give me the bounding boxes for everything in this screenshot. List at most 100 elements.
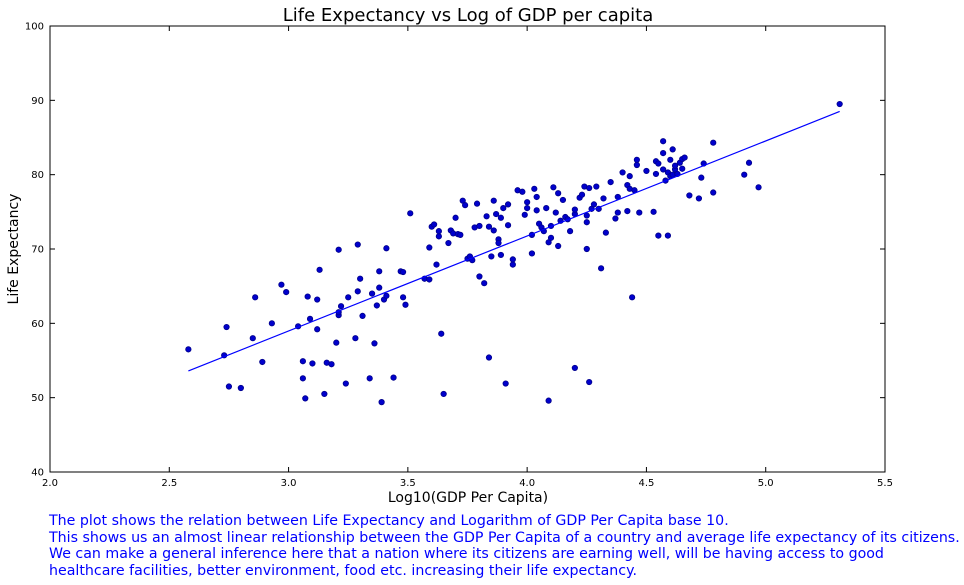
scatter-point	[636, 209, 643, 216]
scatter-point	[571, 206, 578, 213]
scatter-point	[354, 288, 361, 295]
scatter-point	[533, 207, 540, 214]
scatter-point	[524, 199, 531, 206]
scatter-point	[586, 378, 593, 386]
scatter-point	[309, 360, 316, 367]
scatter-point	[440, 390, 447, 398]
scatter-point	[597, 265, 605, 272]
scatter-point	[452, 214, 459, 221]
scatter-point	[555, 242, 562, 250]
y-tick-label: 60	[31, 319, 44, 330]
scatter-point	[497, 251, 504, 259]
scatter-point	[368, 290, 376, 297]
scatter-point	[383, 292, 390, 299]
y-axis-ticks: 40 50 60 70 80 90 100	[25, 22, 885, 479]
scatter-point	[321, 390, 328, 398]
x-tick-label: 5.5	[877, 478, 893, 489]
scatter-point	[543, 205, 550, 212]
scatter-point	[590, 201, 598, 208]
scatter-point	[660, 166, 667, 173]
x-tick-label: 4.5	[638, 478, 654, 489]
scatter-point	[473, 200, 481, 207]
scatter-point	[524, 205, 531, 212]
scatter-point	[359, 312, 366, 319]
scatter-point	[306, 315, 314, 322]
scatter-point	[509, 256, 516, 263]
scatter-point	[299, 358, 306, 365]
scatter-point	[671, 162, 679, 169]
scatter-point	[629, 294, 636, 301]
scatter-point	[502, 380, 509, 387]
scatter-point	[278, 281, 285, 288]
scatter-point	[457, 231, 464, 238]
scatter-point	[445, 239, 452, 247]
scatter-point	[679, 165, 686, 172]
scatter-point	[614, 209, 621, 216]
scatter-point	[583, 219, 590, 226]
scatter-point	[552, 209, 559, 216]
scatter-point	[655, 232, 662, 239]
scatter-point	[600, 195, 607, 202]
scatter-point	[521, 211, 528, 218]
scatter-point	[633, 161, 640, 169]
scatter-point	[373, 302, 380, 309]
scatter-point	[500, 205, 507, 212]
scatter-point	[185, 346, 192, 353]
scatter-point	[390, 374, 397, 381]
scatter-point	[435, 233, 442, 240]
caption-line: healthcare facilities, better environmen…	[49, 562, 637, 579]
scatter-point	[268, 320, 275, 327]
scatter-point	[583, 245, 590, 253]
scatter-point	[745, 159, 753, 166]
x-tick-label: 3.0	[281, 478, 297, 489]
scatter-point	[476, 273, 483, 280]
caption-line: This shows us an almost linear relations…	[49, 529, 960, 546]
scatter-point	[681, 154, 688, 161]
caption-line: We can make a general inference here tha…	[49, 546, 884, 562]
scatter-point	[531, 185, 538, 192]
scatter-point	[555, 190, 562, 197]
scatter-point	[304, 293, 311, 300]
scatter-point	[504, 201, 512, 208]
scatter-point	[602, 229, 609, 236]
scatter-point	[485, 223, 493, 230]
scatter-point	[495, 239, 502, 247]
scatter-point	[836, 100, 843, 108]
y-tick-label: 90	[31, 96, 44, 107]
scatter-point	[407, 210, 414, 217]
scatter-point	[586, 184, 593, 192]
scatter-chart: Life Expectancy vs Log of GDP per capita…	[6, 5, 893, 506]
scatter-point	[619, 169, 626, 176]
scatter-point	[664, 232, 672, 239]
scatter-point	[686, 192, 693, 199]
scatter-point	[633, 156, 640, 163]
scatter-point	[710, 189, 717, 196]
scatter-point	[438, 330, 445, 337]
scatter-point	[328, 361, 335, 368]
scatter-point	[612, 215, 619, 222]
scatter-point	[652, 170, 660, 178]
scatter-point	[490, 197, 497, 204]
scatter-point	[547, 234, 555, 241]
scatter-point	[237, 384, 244, 392]
scatter-point	[710, 139, 717, 146]
scatter-point	[426, 244, 433, 251]
scatter-point	[695, 195, 703, 202]
x-axis-ticks: 2.0 2.5 3.0 3.5 4.0 4.5 5.0 5.5	[42, 26, 893, 489]
x-axis-label: Log10(GDP Per Capita)	[388, 490, 548, 506]
scatter-point	[533, 193, 540, 201]
scatter-point	[755, 184, 762, 191]
scatter-point	[550, 184, 557, 191]
chart-title: Life Expectancy vs Log of GDP per capita	[283, 5, 654, 26]
scatter-point	[249, 335, 256, 342]
scatter-point	[485, 354, 493, 361]
scatter-point	[660, 138, 667, 145]
scatter-points	[185, 100, 843, 406]
scatter-point	[571, 364, 578, 372]
caption-line: The plot shows the relation between Life…	[49, 513, 729, 529]
scatter-point	[490, 227, 497, 234]
scatter-point	[402, 301, 409, 308]
scatter-point	[476, 222, 483, 230]
scatter-point	[357, 275, 364, 282]
scatter-point	[223, 323, 230, 331]
